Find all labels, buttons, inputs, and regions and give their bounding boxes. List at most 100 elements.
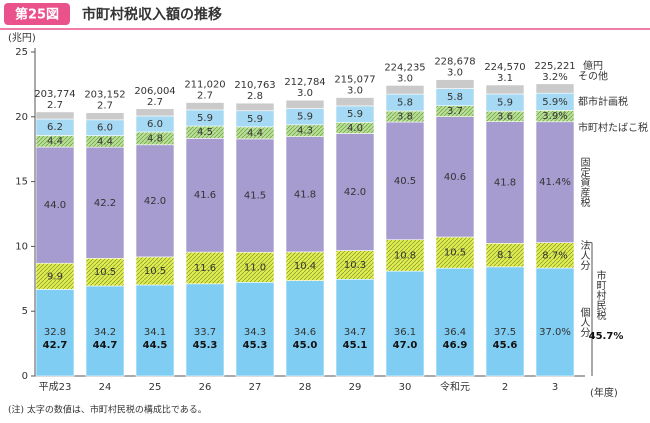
value-label: 5.9: [247, 114, 263, 125]
value-label: 32.8: [44, 327, 66, 338]
bar-segment: [435, 267, 475, 377]
bar-segment: [185, 138, 225, 253]
value-label: 42.0: [344, 187, 366, 198]
value-label: 4.5: [197, 127, 213, 138]
bar-segment: [485, 84, 525, 95]
bar-segment: [185, 251, 225, 285]
value-label: 10.4: [294, 261, 316, 272]
y-tick-label: 0: [22, 371, 28, 382]
total-label: 203,152: [84, 90, 125, 101]
value-label: 3.1: [497, 73, 513, 84]
x-tick-label: 28: [299, 382, 312, 393]
value-label: 3.0: [447, 68, 463, 79]
value-label: 10.3: [344, 260, 366, 271]
value-label: 2.7: [147, 97, 163, 108]
bar-segment: [535, 121, 575, 243]
x-tick-label: 3: [552, 382, 558, 393]
bar-segment: [135, 284, 175, 377]
municipal-share-label: 46.9: [443, 340, 468, 351]
bar-segment: [35, 262, 75, 290]
y-tick-label: 10: [15, 241, 28, 252]
value-label: 44.0: [44, 200, 66, 211]
value-label: 3.8: [397, 111, 413, 122]
value-label: 2.8: [247, 91, 263, 102]
legend-label: その他: [578, 69, 608, 82]
bar-segment: [335, 97, 375, 107]
municipal-share-label: 45.1: [343, 340, 368, 351]
x-tick-label: 平成23: [39, 381, 72, 393]
value-label: 3.0: [397, 73, 413, 84]
value-label: 10.5: [444, 248, 466, 259]
value-label: 40.5: [394, 176, 416, 187]
legend-label: 市町村たばこ税: [578, 121, 648, 134]
total-label: 224,235: [384, 62, 425, 73]
bar-segment: [235, 138, 275, 253]
value-label: 4.4: [47, 136, 63, 147]
bar-segment: [535, 267, 575, 377]
bar-segment: [35, 146, 75, 264]
value-label: 41.4%: [539, 177, 571, 188]
value-label: 11.6: [194, 263, 216, 274]
value-label: 33.7: [194, 327, 216, 338]
legend-label: 都市計画税: [578, 95, 628, 108]
value-label: 34.3: [244, 327, 266, 338]
bar-segment: [85, 112, 125, 121]
value-label: 3.0: [297, 88, 313, 99]
x-tick-label: 2: [502, 382, 508, 393]
value-label: 5.9%: [542, 97, 567, 108]
figure-label: 第25図: [15, 7, 59, 23]
bar-segment: [385, 85, 425, 95]
municipal-share-label: 45.3: [193, 340, 218, 351]
municipal-share-label: 44.5: [143, 340, 168, 351]
value-label: 5.9: [497, 98, 513, 109]
value-label: 5.9: [347, 109, 363, 120]
value-label: 34.7: [344, 327, 366, 338]
value-label: 8.1: [497, 250, 513, 261]
x-tick-label: 25: [149, 382, 162, 393]
value-label: 34.1: [144, 327, 166, 338]
bar-segment: [435, 79, 475, 89]
bar-segment: [285, 280, 325, 377]
value-label: 42.2: [94, 198, 116, 209]
x-tick-label: 26: [199, 382, 212, 393]
y-tick-label: 15: [15, 177, 28, 188]
bar-segment: [35, 289, 75, 377]
bar-segment: [35, 111, 75, 120]
bar-segment: [485, 266, 525, 377]
total-label: 210,763: [234, 80, 275, 91]
bar-segment: [385, 270, 425, 377]
total-label: 211,020: [184, 80, 225, 91]
bar-segment: [85, 146, 125, 259]
value-label: 41.8: [294, 189, 316, 200]
value-label: 11.0: [244, 262, 266, 273]
total-label: 225,221: [534, 61, 575, 72]
x-unit: (年度): [590, 386, 618, 399]
y-tick-label: 20: [15, 112, 28, 123]
value-label: 4.0: [347, 123, 363, 134]
value-label: 10.8: [394, 250, 416, 261]
x-tick-label: 30: [399, 382, 412, 393]
value-label: 6.2: [47, 122, 63, 133]
x-tick-label: 24: [99, 382, 112, 393]
value-label: 40.6: [444, 172, 466, 183]
value-label: 5.8: [397, 98, 413, 109]
bar-segment: [85, 285, 125, 377]
total-label: 203,774: [34, 89, 75, 100]
value-label: 41.8: [494, 177, 516, 188]
value-label: 2.7: [47, 100, 63, 111]
total-label: 215,077: [334, 75, 375, 86]
value-label: 2.7: [197, 91, 213, 102]
x-tick-label: 29: [349, 382, 362, 393]
value-label: 37.5: [494, 327, 516, 338]
value-label: 34.6: [294, 327, 316, 338]
note: (注) 太字の数値は、市町村民税の構成比である。: [8, 404, 207, 416]
value-label: 8.7%: [542, 250, 567, 261]
value-label: 9.9: [47, 271, 63, 282]
value-label: 6.0: [97, 123, 113, 134]
group-label: 市町村民税: [594, 269, 606, 321]
value-label: 4.3: [297, 126, 313, 137]
bar-segment: [285, 99, 325, 109]
bar-segment: [435, 236, 475, 269]
municipal-share-label: 45.7%: [589, 331, 624, 342]
